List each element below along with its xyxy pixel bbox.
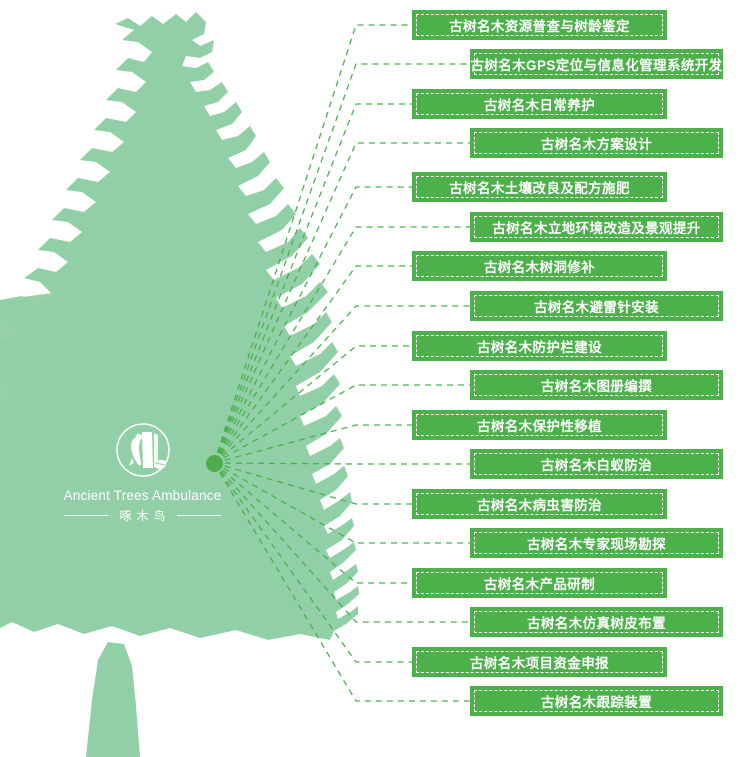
- service-item-label: 古树名木专家现场勘探: [527, 537, 666, 552]
- service-item-label: 古树名木土壤改良及配方施肥: [449, 181, 630, 196]
- tree-canopy-shape: [0, 12, 359, 640]
- connector-line-1: [213, 24, 412, 464]
- service-item-box[interactable]: 古树名木专家现场勘探: [470, 528, 723, 558]
- brand-logo-block: Ancient Trees Ambulance 啄木鸟: [55, 418, 230, 524]
- service-item-box[interactable]: 古树名木防护栏建设: [412, 331, 667, 361]
- service-item-label: 古树名木避雷针安装: [533, 300, 660, 315]
- service-item-box[interactable]: 古树名木白蚁防治: [470, 449, 723, 479]
- service-item-label: 古树名木资源普查与树龄鉴定: [449, 19, 630, 34]
- service-item-label: 古树名木保护性移植: [476, 419, 603, 434]
- connector-line-17: [213, 462, 412, 663]
- service-item-label: 古树名木白蚁防治: [540, 458, 653, 473]
- service-item-box[interactable]: 古树名木日常养护: [412, 89, 667, 119]
- service-item-box[interactable]: 古树名木避雷针安装: [470, 291, 723, 321]
- service-item-box[interactable]: 古树名木跟踪装置: [470, 686, 723, 716]
- service-item-box[interactable]: 古树名木立地环境改造及景观提升: [470, 212, 723, 242]
- connector-line-13: [213, 462, 412, 505]
- logo-sub-row: 啄木鸟: [55, 507, 230, 524]
- logo-rule-left: [64, 515, 109, 516]
- service-item-label: 古树名木防护栏建设: [476, 340, 603, 355]
- service-item-box[interactable]: 古树名木产品研制: [412, 568, 667, 598]
- service-item-label: 古树名木GPS定位与信息化管理系统开发: [470, 58, 723, 73]
- service-item-label: 古树名木方案设计: [540, 137, 653, 152]
- connector-line-5: [213, 186, 412, 464]
- logo-chinese-name: 啄木鸟: [119, 509, 171, 523]
- service-item-label: 古树名木图册编撰: [540, 379, 653, 394]
- service-item-label: 古树名木立地环境改造及景观提升: [492, 221, 701, 236]
- connector-line-16: [213, 462, 470, 623]
- connector-line-15: [213, 462, 412, 584]
- logo-wordmark: Ancient Trees Ambulance: [63, 488, 222, 503]
- woodpecker-on-trunk-circle-logo-icon: [109, 418, 177, 486]
- service-item-box[interactable]: 古树名木项目资金申报: [412, 647, 667, 677]
- service-item-label: 古树名木日常养护: [483, 98, 596, 113]
- service-item-box[interactable]: 古树名木病虫害防治: [412, 489, 667, 519]
- tree-lower-foliage-shape: [0, 510, 312, 620]
- service-item-label: 古树名木跟踪装置: [540, 695, 653, 710]
- logo-rule-right: [176, 515, 221, 516]
- service-item-box[interactable]: 古树名木树洞修补: [412, 251, 667, 281]
- connector-line-12: [213, 462, 470, 465]
- connector-line-3: [213, 103, 412, 464]
- connector-line-9: [213, 345, 412, 464]
- connector-line-7: [213, 265, 412, 464]
- service-item-label: 古树名木仿真树皮布置: [527, 616, 666, 631]
- service-item-box[interactable]: 古树名木方案设计: [470, 128, 723, 158]
- tree-trunk-shape: [86, 642, 140, 757]
- hub-node[interactable]: [206, 455, 223, 472]
- service-item-box[interactable]: 古树名木保护性移植: [412, 410, 667, 440]
- service-item-box[interactable]: 古树名木仿真树皮布置: [470, 607, 723, 637]
- service-item-box[interactable]: 古树名木图册编撰: [470, 370, 723, 400]
- service-item-label: 古树名木项目资金申报: [470, 656, 609, 671]
- connector-line-11: [213, 424, 412, 464]
- service-item-label: 古树名木树洞修补: [483, 260, 596, 275]
- service-item-box[interactable]: 古树名木资源普查与树龄鉴定: [412, 10, 667, 40]
- service-item-box[interactable]: 古树名木GPS定位与信息化管理系统开发: [470, 49, 723, 79]
- service-item-box[interactable]: 古树名木土壤改良及配方施肥: [412, 172, 667, 202]
- service-item-label: 古树名木产品研制: [483, 577, 596, 592]
- service-item-label: 古树名木病虫害防治: [476, 498, 603, 513]
